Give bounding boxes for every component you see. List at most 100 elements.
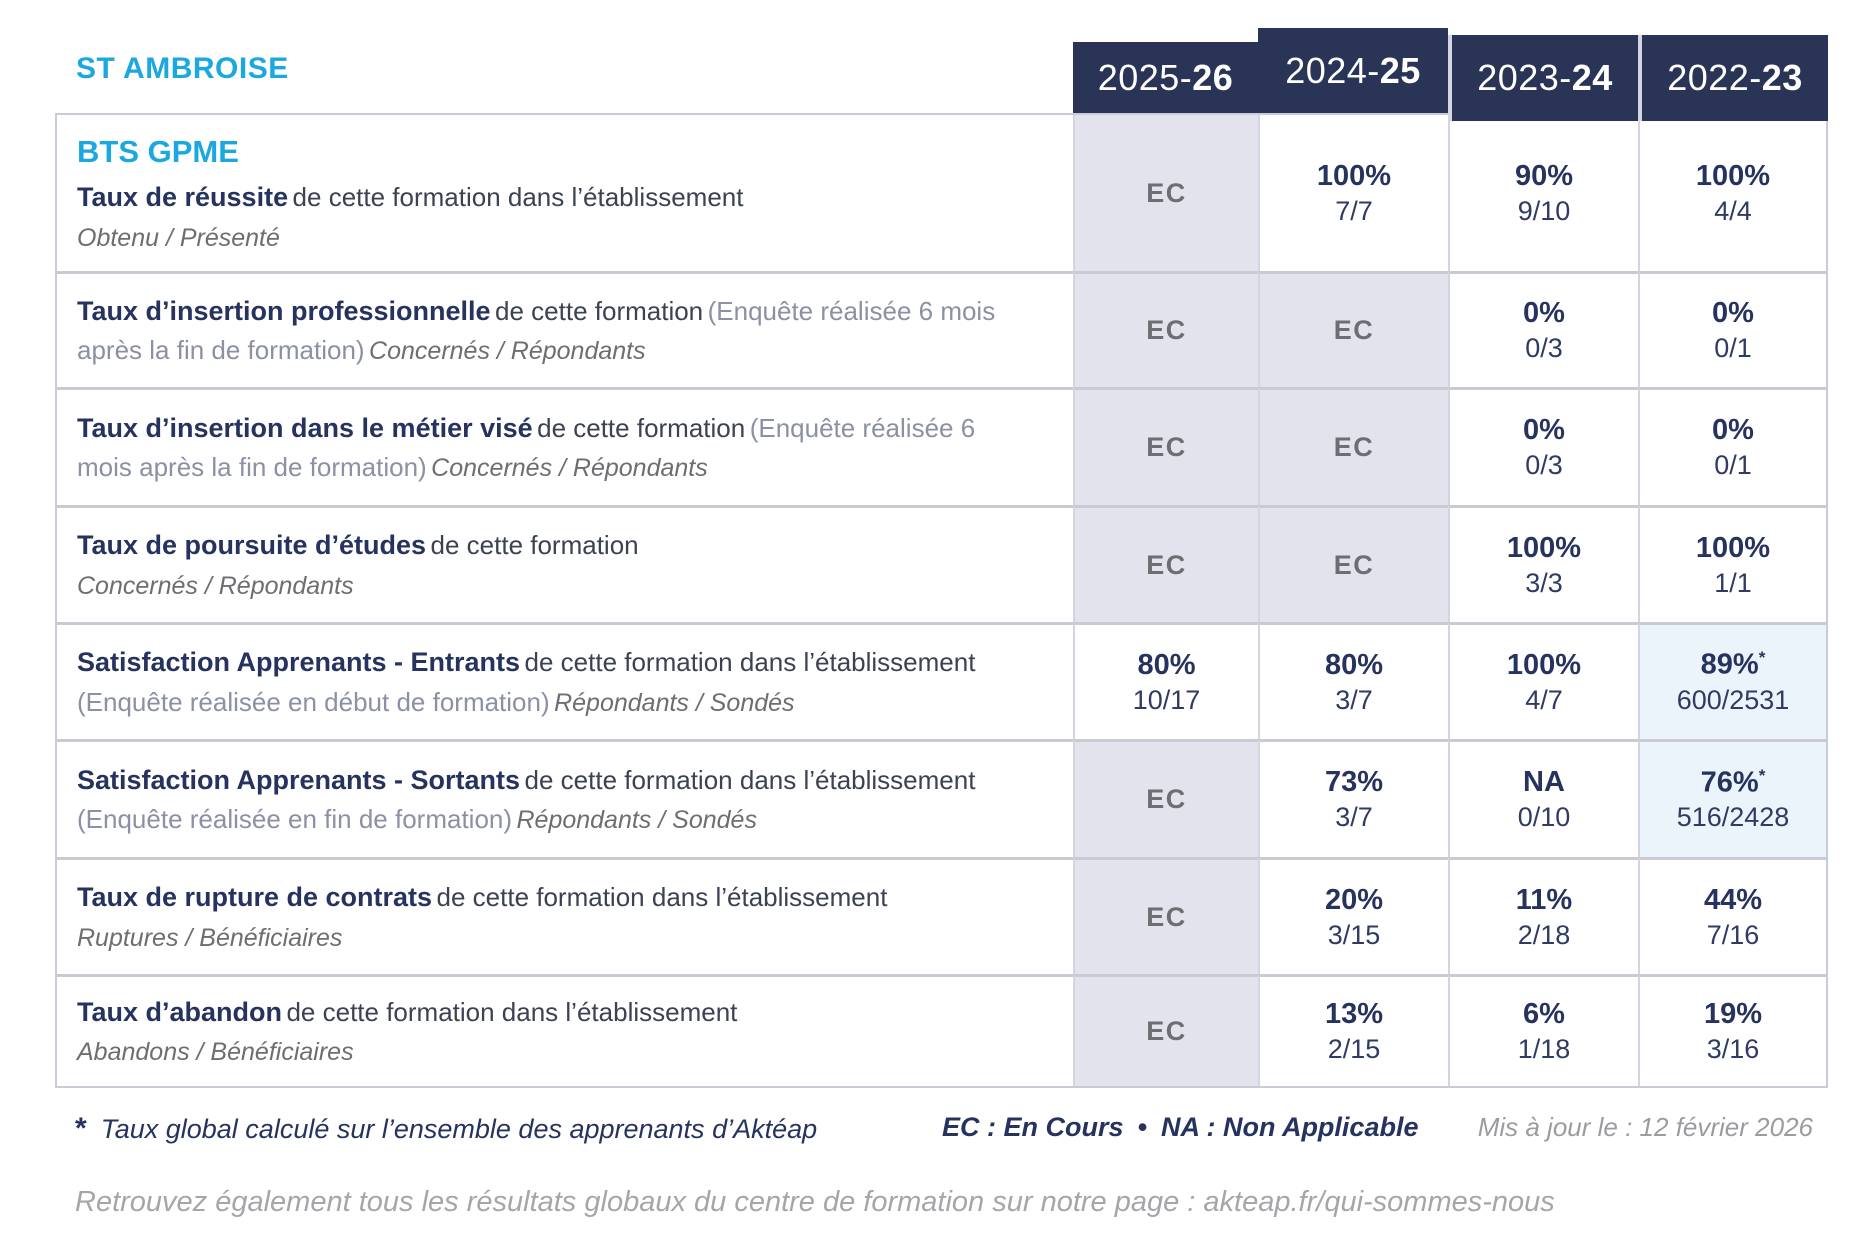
fraction-value: 7/7 [1335,195,1373,226]
metric-text: Taux d’insertion professionnelle de cett… [77,291,1033,371]
row-label-rupture-contrats: Taux de rupture de contrats de cette for… [57,857,1073,974]
value-cell: 13% 2/15 [1258,974,1448,1086]
value-cell: 44% 7/16 [1638,857,1826,974]
ec-cell: EC [1073,974,1258,1086]
year-header-2025-26: 2025- 26 [1073,42,1258,113]
percentage-value: 90% [1514,159,1574,192]
value-cell: 11% 2/18 [1448,857,1638,974]
percentage-value: 80% [1137,648,1196,681]
ec-cell: EC [1258,387,1448,505]
value-cell: 73% 3/7 [1258,739,1448,857]
value-cell-na: NA 0/10 [1448,739,1638,857]
year-prefix: 2025- [1097,56,1193,98]
percentage-value: 100% [1695,159,1771,192]
percentage-value: 100% [1506,531,1582,564]
metric-description: de cette formation dans l’établissement [286,996,738,1027]
asterisk-marker: * [75,1112,87,1145]
fraction-value: 1/18 [1517,1034,1571,1064]
value-cell: 100% 4/7 [1448,622,1638,739]
fraction-value: 516/2428 [1676,802,1790,833]
metric-description: de cette formation [495,295,704,326]
metric-subtitle-line: Obtenu / Présenté [77,220,1033,258]
year-header-2024-25: 2024- 25 [1258,28,1448,113]
fraction-value: 0/10 [1517,802,1571,832]
year-suffix: 26 [1192,56,1234,98]
footnote-text: Taux global calculé sur l’ensemble des a… [100,1114,818,1144]
metric-title: Taux d’insertion professionnelle [77,295,491,326]
metric-subtitle: Concernés / Répondants [431,454,708,482]
ec-label: EC [1146,1016,1187,1046]
ec-label: EC [1146,784,1187,814]
value-cell: 100% 4/4 [1638,115,1826,271]
metric-subtitle: Obtenu / Présenté [77,223,280,252]
ec-label: EC [1146,315,1187,345]
ec-label: EC [1333,315,1375,345]
metric-text: Taux de réussite de cette formation dans… [77,177,1033,218]
metric-subtitle: Répondants / Sondés [516,806,757,834]
fraction-value: 10/17 [1132,684,1201,715]
metric-title: Taux de rupture de contrats [77,882,433,912]
value-cell: 20% 3/15 [1258,857,1448,974]
fraction-value: 0/1 [1714,333,1752,363]
year-suffix: 23 [1761,57,1803,98]
metric-description: de cette formation [537,412,746,443]
fraction-value: 2/18 [1517,919,1571,950]
ec-label: EC [1146,432,1187,462]
percentage-value: 80% [1324,648,1384,681]
value-cell: 80% 3/7 [1258,622,1448,739]
fraction-value: 0/3 [1525,333,1563,363]
survey-note: (Enquête réalisée en fin de formation) [77,804,513,834]
fraction-value: 3/15 [1327,919,1381,950]
value-cell: 0% 0/3 [1448,271,1638,387]
value-cell: 100% 3/3 [1448,505,1638,622]
percentage-value: 0% [1523,414,1565,446]
fraction-value: 3/3 [1525,567,1563,598]
fraction-value: 2/15 [1327,1034,1381,1064]
metric-description: de cette formation [430,530,639,560]
value-cell: 0% 0/1 [1638,387,1826,505]
ec-label: EC [1333,432,1375,462]
fraction-value: 3/7 [1335,684,1373,715]
ec-cell: EC [1073,857,1258,974]
metric-title: Taux de réussite [77,182,289,213]
fraction-value: 3/16 [1706,1034,1760,1064]
bullet-separator: • [1137,1112,1147,1142]
value-cell: 100% 1/1 [1638,505,1826,622]
metric-text: Satisfaction Apprenants - Sortants de ce… [77,760,1033,840]
row-label-taux-de-reussite: BTS GPME Taux de réussite de cette forma… [57,115,1073,271]
metric-title: Satisfaction Apprenants - Sortants [77,764,521,795]
row-label-insertion-professionnelle: Taux d’insertion professionnelle de cett… [57,271,1073,387]
metric-description: de cette formation dans l’établissement [292,182,744,213]
ec-label: EC [1146,901,1187,932]
legend-na: NA : Non Applicable [1160,1112,1419,1142]
value-cell-global-rate: 76%* 516/2428 [1638,739,1826,857]
fraction-value: 9/10 [1517,195,1571,226]
na-value: NA [1523,766,1565,798]
year-header-row: 2025- 26 2024- 25 2023- 24 2022- 23 [1073,28,1828,121]
metric-subtitle: Ruptures / Bénéficiaires [77,923,343,952]
percentage-value: 6% [1523,998,1565,1030]
row-label-satisfaction-entrants: Satisfaction Apprenants - Entrants de ce… [57,622,1073,739]
percentage-value: 100% [1506,648,1582,681]
year-prefix: 2022- [1667,57,1762,98]
value-cell: 90% 9/10 [1448,115,1638,271]
metric-text: Taux d’abandon de cette formation dans l… [77,992,1033,1033]
metric-description: de cette formation dans l’établissement [524,764,976,795]
metric-subtitle: Concernés / Répondants [369,337,646,365]
value-cell: 6% 1/18 [1448,974,1638,1086]
fraction-value: 600/2531 [1676,684,1790,715]
footer-legend-row: * Taux global calculé sur l’ensemble des … [0,1112,1875,1152]
abbreviation-legend: EC : En Cours • NA : Non Applicable [942,1112,1418,1143]
school-name: ST AMBROISE [76,52,289,85]
asterisk-marker: * [1758,765,1766,785]
metric-subtitle: Concernés / Répondants [77,571,354,600]
metric-title: Taux d’insertion dans le métier visé [77,412,533,443]
percentage-value: 0% [1712,297,1754,329]
metric-text: Satisfaction Apprenants - Entrants de ce… [77,642,1033,722]
metric-title: Taux d’abandon [77,996,283,1027]
metric-subtitle-line: Concernés / Répondants [77,568,1033,606]
fraction-value: 0/3 [1525,450,1563,480]
value-cell: 0% 0/3 [1448,387,1638,505]
fraction-value: 0/1 [1714,450,1752,480]
percentage-value: 20% [1324,883,1384,916]
